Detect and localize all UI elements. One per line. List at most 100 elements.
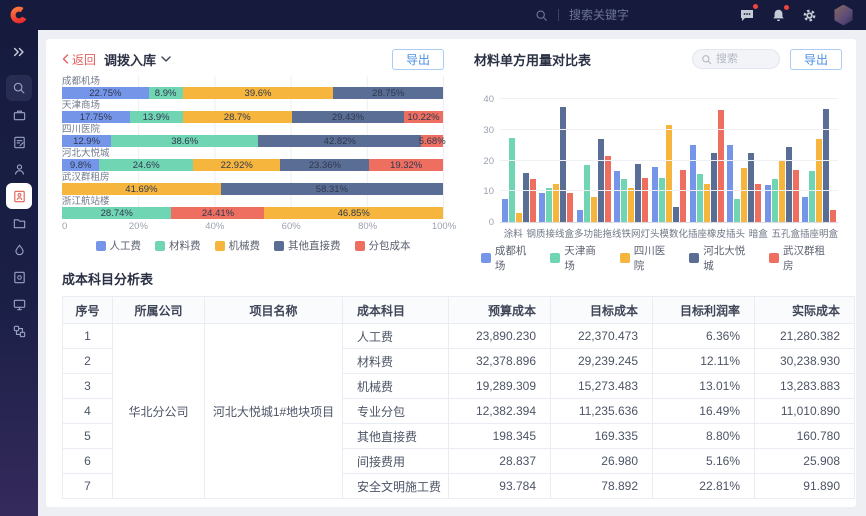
legend-swatch-icon <box>550 253 561 263</box>
table-header-cell: 所属公司 <box>112 296 205 324</box>
sidebar-item-materials[interactable] <box>6 237 32 263</box>
x-axis-label: 多功能拖线 <box>573 229 622 240</box>
messages-button[interactable] <box>739 4 758 23</box>
bar <box>748 153 755 222</box>
settings-button[interactable] <box>802 8 817 23</box>
sidebar-item-search[interactable] <box>6 75 32 101</box>
chart-category-row: 武汉群租房 41.69% 58.31% <box>62 172 443 195</box>
chart-search-input[interactable] <box>715 53 766 65</box>
legend-label: 材料费 <box>169 240 201 252</box>
bar <box>628 188 635 222</box>
legend-swatch-icon <box>274 240 284 251</box>
export-button-right[interactable]: 导出 <box>789 48 842 70</box>
search-icon <box>13 82 25 94</box>
sidebar-item-orders[interactable] <box>6 129 32 155</box>
sidebar-item-monitor[interactable] <box>6 291 32 317</box>
subject-cell: 专业分包 <box>342 398 449 424</box>
bar <box>734 199 741 222</box>
sidebar-nav <box>0 30 38 516</box>
sidebar-item-approvals[interactable] <box>6 156 32 182</box>
bar <box>755 183 762 222</box>
grouped-chart-x-labels: 涂料 钢质接线盒 多功能拖线 铁网灯头 模数化插座 橡皮插头 暗盒 五孔盒 插座明盒 <box>500 226 838 240</box>
bar-segment: 19.32% <box>369 159 443 171</box>
chat-icon <box>741 10 753 21</box>
axis-tick-label: 60% <box>281 221 301 232</box>
back-button[interactable]: 返回 <box>62 51 96 68</box>
row-index-cell: 4 <box>62 398 113 424</box>
project-cell: 河北大悦城1#地块项目 <box>204 323 343 499</box>
bar <box>621 179 628 222</box>
bar <box>567 192 574 222</box>
bar <box>560 107 567 222</box>
target-cell: 29,239.245 <box>550 348 653 374</box>
sidebar-collapse-button[interactable] <box>6 39 32 65</box>
page-title-dropdown[interactable]: 调拨入库 <box>104 50 171 69</box>
legend-item[interactable]: 武汉群租房 <box>769 243 835 273</box>
legend-item[interactable]: 材料费 <box>155 238 201 253</box>
bar-group <box>725 85 763 222</box>
table-row: 2 材料费 32,378.896 29,239.245 12.11% 30,238.930 <box>62 348 855 374</box>
legend-item[interactable]: 成都机场 <box>481 243 536 273</box>
search-icon <box>702 54 712 64</box>
bar <box>727 145 734 222</box>
chart-search[interactable] <box>691 49 780 69</box>
bar <box>792 169 799 222</box>
logo-c-icon <box>10 6 28 24</box>
bar <box>710 153 717 222</box>
bar-segment: 28.7% <box>182 111 292 123</box>
global-search-input[interactable] <box>569 8 679 22</box>
actual-cell: 91.890 <box>754 473 855 499</box>
bar <box>501 199 508 222</box>
grouped-chart-title: 材料单方用量对比表 <box>474 52 592 68</box>
y-axis-label: 30 <box>483 125 494 136</box>
sidebar-item-files[interactable] <box>6 210 32 236</box>
table-header-cell: 序号 <box>62 296 113 324</box>
legend-item[interactable]: 四川医院 <box>619 243 675 273</box>
x-axis-label: 模数化插座 <box>659 229 708 240</box>
legend-item[interactable]: 河北大悦城 <box>689 243 755 273</box>
axis-tick-label: 80% <box>358 221 378 232</box>
sidebar-item-devices[interactable] <box>6 264 32 290</box>
sidebar-item-company[interactable] <box>6 102 32 128</box>
bar-group <box>650 85 688 222</box>
bar-group <box>763 85 801 222</box>
margin-cell: 5.16% <box>652 448 755 474</box>
legend-label: 人工费 <box>109 240 142 252</box>
sidebar-item-cost-active[interactable] <box>6 183 32 209</box>
bar <box>717 110 724 222</box>
legend-label: 其他直接费 <box>288 240 341 252</box>
margin-cell: 16.49% <box>652 398 755 424</box>
bar <box>583 165 590 222</box>
double-chevron-right-icon <box>13 47 24 57</box>
global-search[interactable] <box>535 8 679 22</box>
legend-item[interactable]: 其他直接费 <box>274 238 341 253</box>
app-logo[interactable] <box>0 0 38 30</box>
row-index-cell: 2 <box>62 348 113 374</box>
legend-label: 四川医院 <box>633 245 666 272</box>
legend-item[interactable]: 天津商场 <box>550 243 605 273</box>
chart-category-row: 河北大悦城 9.8% 24.6% 22.92% 23.36% 19.32% <box>62 148 443 171</box>
bar <box>741 168 748 222</box>
bar-segment: 58.31% <box>220 183 443 195</box>
y-axis-label: 10 <box>483 186 494 198</box>
table-row: 7 安全文明施工费 93.784 78.892 22.81% 91.890 <box>62 473 855 499</box>
company-cell: 华北分公司 <box>112 323 205 499</box>
notifications-button[interactable] <box>771 4 789 23</box>
bar-segment: 29.43% <box>291 111 405 123</box>
x-axis-label: 橡皮插头 <box>707 229 746 240</box>
x-axis-label: 插座明盒 <box>800 229 839 240</box>
bar <box>515 212 522 222</box>
y-axis-label: 40 <box>483 94 494 106</box>
x-axis-label: 钢质接线盒 <box>526 229 574 240</box>
subject-cell: 材料费 <box>342 348 449 374</box>
legend-item[interactable]: 人工费 <box>95 238 142 253</box>
user-avatar[interactable] <box>834 4 853 26</box>
bar <box>680 169 687 222</box>
sidebar-item-workflow[interactable] <box>6 318 32 344</box>
bar <box>823 108 830 222</box>
legend-item[interactable]: 机械费 <box>214 238 260 253</box>
bar <box>673 206 680 222</box>
legend-item[interactable]: 分包成本 <box>354 238 411 253</box>
export-button-left[interactable]: 导出 <box>391 48 444 70</box>
actual-cell: 11,010.890 <box>754 398 855 424</box>
